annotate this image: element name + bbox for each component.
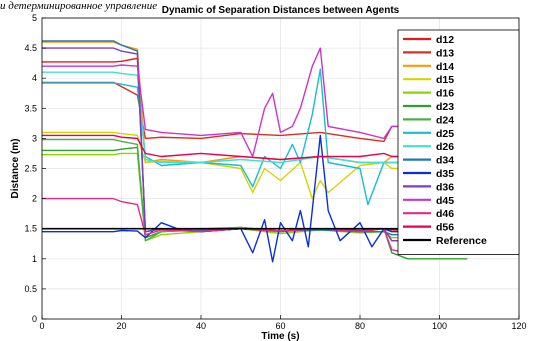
legend-entry: d35 [436, 168, 454, 180]
chart-title: Dynamic of Separation Distances between … [162, 5, 400, 16]
header-fragment: и детерминированное управление [0, 0, 157, 12]
x-axis-label: Time (s) [261, 331, 299, 341]
legend-entry: d25 [436, 128, 454, 140]
y-tick-label: 1 [32, 254, 37, 264]
legend-entry: d46 [436, 208, 454, 220]
x-tick-label: 100 [432, 321, 447, 331]
series-line-d45 [42, 47, 468, 158]
legend-entry: d56 [436, 222, 454, 234]
legend: d12d13d14d15d16d23d24d25d26d34d35d36d45d… [397, 29, 520, 255]
series-line-d56 [42, 134, 468, 161]
legend-entry: d36 [436, 181, 454, 193]
legend-entry: d15 [436, 74, 454, 86]
legend-entry: d34 [436, 155, 454, 167]
legend-entry: d14 [436, 61, 454, 73]
legend-entry: d23 [436, 101, 454, 113]
y-tick-label: 1.5 [24, 224, 37, 234]
y-tick-label: 3.5 [24, 103, 37, 113]
y-tick-label: 3 [32, 133, 37, 143]
x-tick-label: 120 [511, 321, 526, 331]
series-line-d26 [42, 71, 468, 164]
legend-box [397, 29, 520, 255]
y-axis-ticks: 0 0.5 1 1.5 2 2.5 3 3.5 4 4.5 5 [24, 13, 46, 324]
x-tick-label: 80 [355, 321, 365, 331]
y-axis-label: Distance (m) [10, 138, 21, 198]
legend-entry: d13 [436, 47, 454, 59]
y-tick-label: 0 [32, 314, 37, 324]
x-tick-label: 20 [116, 321, 126, 331]
legend-entry: d26 [436, 141, 454, 153]
x-tick-label: 0 [39, 321, 44, 331]
series-line-d35 [42, 134, 468, 263]
x-tick-label: 60 [275, 321, 285, 331]
y-tick-label: 4 [32, 73, 37, 83]
y-tick-label: 2 [32, 194, 37, 204]
x-axis-ticks: 0 20 40 60 80 100 120 [39, 315, 527, 331]
y-tick-label: 4.5 [24, 43, 37, 53]
y-tick-label: 5 [32, 13, 37, 23]
legend-entry: d24 [436, 114, 454, 126]
y-tick-label: 0.5 [24, 284, 37, 294]
plot-area [42, 40, 468, 263]
legend-entry: d16 [436, 88, 454, 100]
legend-entry: d45 [436, 195, 454, 207]
x-tick-label: 40 [196, 321, 206, 331]
y-tick-label: 2.5 [24, 164, 37, 174]
legend-entry: Reference [436, 235, 487, 247]
legend-entry: d12 [436, 34, 454, 46]
